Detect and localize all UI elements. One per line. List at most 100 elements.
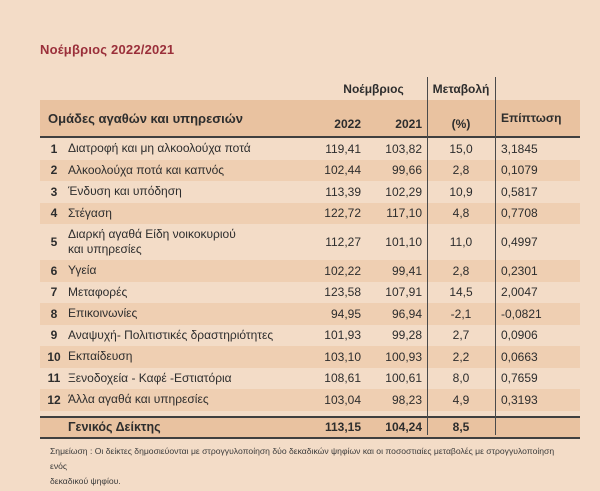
table-row: 7 Μεταφορές 123,58 107,91 14,5 2,0047: [40, 282, 580, 304]
row-label: Διατροφή και μη αλκοολούχα ποτά: [68, 141, 251, 156]
table-row: 11 Ξενοδοχεία - Καφέ -Εστιατόρια 108,61 …: [40, 368, 580, 390]
row-number: 11: [47, 371, 61, 386]
column-header-impact: Επίπτωση: [501, 111, 562, 125]
total-value-change: 8,5: [452, 420, 470, 434]
value-change: 2,2: [452, 349, 470, 364]
row-label: Επικοινωνίες: [68, 306, 138, 321]
value-impact: 0,7659: [501, 371, 538, 386]
value-2022: 101,93: [324, 328, 361, 343]
value-change: 2,7: [452, 328, 470, 343]
row-number: 9: [50, 328, 58, 343]
row-label: Αλκοολούχα ποτά και καπνός: [68, 162, 225, 177]
value-change: 10,9: [449, 184, 473, 199]
value-change: 4,8: [452, 206, 470, 221]
value-2022: 123,58: [324, 285, 361, 300]
column-divider-line-right: [495, 77, 496, 435]
table-row: 6 Υγεία 102,22 99,41 2,8 0,2301: [40, 260, 580, 282]
value-2021: 107,91: [385, 285, 422, 300]
value-impact: 3,1845: [501, 141, 538, 156]
value-change: 2,8: [452, 163, 470, 178]
value-change: -2,1: [450, 306, 472, 321]
row-label: Στέγαση: [68, 205, 112, 220]
value-2022: 94,95: [330, 306, 361, 321]
value-2022: 103,10: [324, 349, 361, 364]
row-number: 10: [47, 349, 61, 364]
value-impact: -0,0821: [501, 306, 542, 321]
table-row: 2 Αλκοολούχα ποτά και καπνός 102,44 99,6…: [40, 159, 580, 181]
value-impact: 0,3193: [501, 392, 538, 407]
row-number: 2: [50, 163, 58, 178]
table-header-band: Ομάδες αγαθών και υπηρεσιών 2022 2021 (%…: [40, 100, 580, 138]
row-label: Διαρκή αγαθά Είδη νοικοκυριού και υπηρεσ…: [68, 227, 236, 256]
row-label: Ξενοδοχεία - Καφέ -Εστιατόρια: [68, 370, 232, 385]
row-label: Ένδυση και υπόδηση: [68, 184, 182, 199]
value-2021: 96,94: [391, 306, 422, 321]
column-divider-line-left: [427, 77, 428, 435]
row-label: Εκπαίδευση: [68, 349, 133, 364]
column-header-november: Νοέμβριος: [343, 81, 404, 96]
value-impact: 0,7708: [501, 206, 538, 221]
table-row: 1 Διατροφή και μη αλκοολούχα ποτά 119,41…: [40, 138, 580, 160]
value-2021: 103,82: [385, 141, 422, 156]
value-2021: 102,29: [385, 184, 422, 199]
value-impact: 0,5817: [501, 184, 538, 199]
page-title: Νοέμβριος 2022/2021: [40, 42, 175, 57]
column-header-2021: 2021: [395, 117, 422, 131]
row-number: 8: [50, 306, 58, 321]
value-2021: 99,28: [391, 328, 422, 343]
value-2021: 99,66: [391, 163, 422, 178]
table-row: 4 Στέγαση 122,72 117,10 4,8 0,7708: [40, 202, 580, 224]
table-row: 8 Επικοινωνίες 94,95 96,94 -2,1 -0,0821: [40, 303, 580, 325]
value-2022: 119,41: [325, 141, 361, 156]
table-row: 9 Αναψυχή- Πολιτιστικές δραστηριότητες 1…: [40, 325, 580, 347]
value-change: 15,0: [449, 141, 473, 156]
value-impact: 0,1079: [501, 163, 538, 178]
value-impact: 0,2301: [501, 263, 538, 278]
row-number: 3: [50, 184, 58, 199]
value-2021: 98,23: [391, 392, 422, 407]
cpi-table: Νοέμβριος Μεταβολή Ομάδες αγαθών και υπη…: [40, 77, 580, 439]
footnote-line-2: δεκαδικού ψηφίου.: [50, 476, 121, 486]
value-2022: 113,39: [325, 184, 361, 199]
row-label: Αναψυχή- Πολιτιστικές δραστηριότητες: [68, 327, 274, 342]
column-header-change: Μεταβολή: [432, 81, 490, 96]
row-number: 5: [50, 235, 58, 249]
total-value-2021: 104,24: [385, 420, 422, 434]
total-label: Γενικός Δείκτης: [68, 420, 161, 434]
column-header-groups: Ομάδες αγαθών και υπηρεσιών: [48, 110, 243, 126]
value-2021: 100,61: [385, 371, 422, 386]
table-header-top: Νοέμβριος Μεταβολή: [40, 77, 580, 100]
value-2022: 103,04: [324, 392, 361, 407]
row-label: Άλλα αγαθά και υπηρεσίες: [68, 392, 209, 407]
value-2021: 101,10: [385, 235, 422, 249]
value-2021: 100,93: [385, 349, 422, 364]
row-label: Υγεία: [68, 263, 97, 278]
footnote: Σημείωση : Οι δείκτες δημοσιεύονται με σ…: [50, 444, 565, 489]
column-header-2022: 2022: [334, 117, 361, 131]
value-change: 11,0: [449, 235, 473, 249]
value-impact: 0,4997: [501, 235, 538, 249]
value-2022: 108,61: [324, 371, 361, 386]
value-2022: 122,72: [324, 206, 361, 221]
table-row: 12 Άλλα αγαθά και υπηρεσίες 103,04 98,23…: [40, 389, 580, 411]
table-total-row: Γενικός Δείκτης 113,15 104,24 8,5: [40, 415, 580, 439]
footnote-line-1: Σημείωση : Οι δείκτες δημοσιεύονται με σ…: [50, 446, 555, 471]
value-change: 14,5: [449, 285, 473, 300]
value-2021: 117,10: [386, 206, 422, 221]
table-row: 5 Διαρκή αγαθά Είδη νοικοκυριού και υπηρ…: [40, 224, 580, 260]
row-number: 6: [50, 263, 58, 278]
row-number: 12: [47, 392, 61, 407]
table-row: 10 Εκπαίδευση 103,10 100,93 2,2 0,0663: [40, 346, 580, 368]
row-label: Μεταφορές: [68, 284, 128, 299]
value-impact: 2,0047: [501, 285, 538, 300]
value-2021: 99,41: [391, 263, 422, 278]
value-change: 2,8: [452, 263, 470, 278]
value-2022: 102,22: [324, 263, 361, 278]
value-change: 8,0: [452, 371, 470, 386]
value-change: 4,9: [452, 392, 470, 407]
column-header-percent: (%): [451, 117, 471, 131]
row-number: 7: [50, 285, 58, 300]
row-number: 4: [50, 206, 58, 221]
row-number: 1: [50, 141, 58, 156]
value-impact: 0,0906: [501, 328, 538, 343]
